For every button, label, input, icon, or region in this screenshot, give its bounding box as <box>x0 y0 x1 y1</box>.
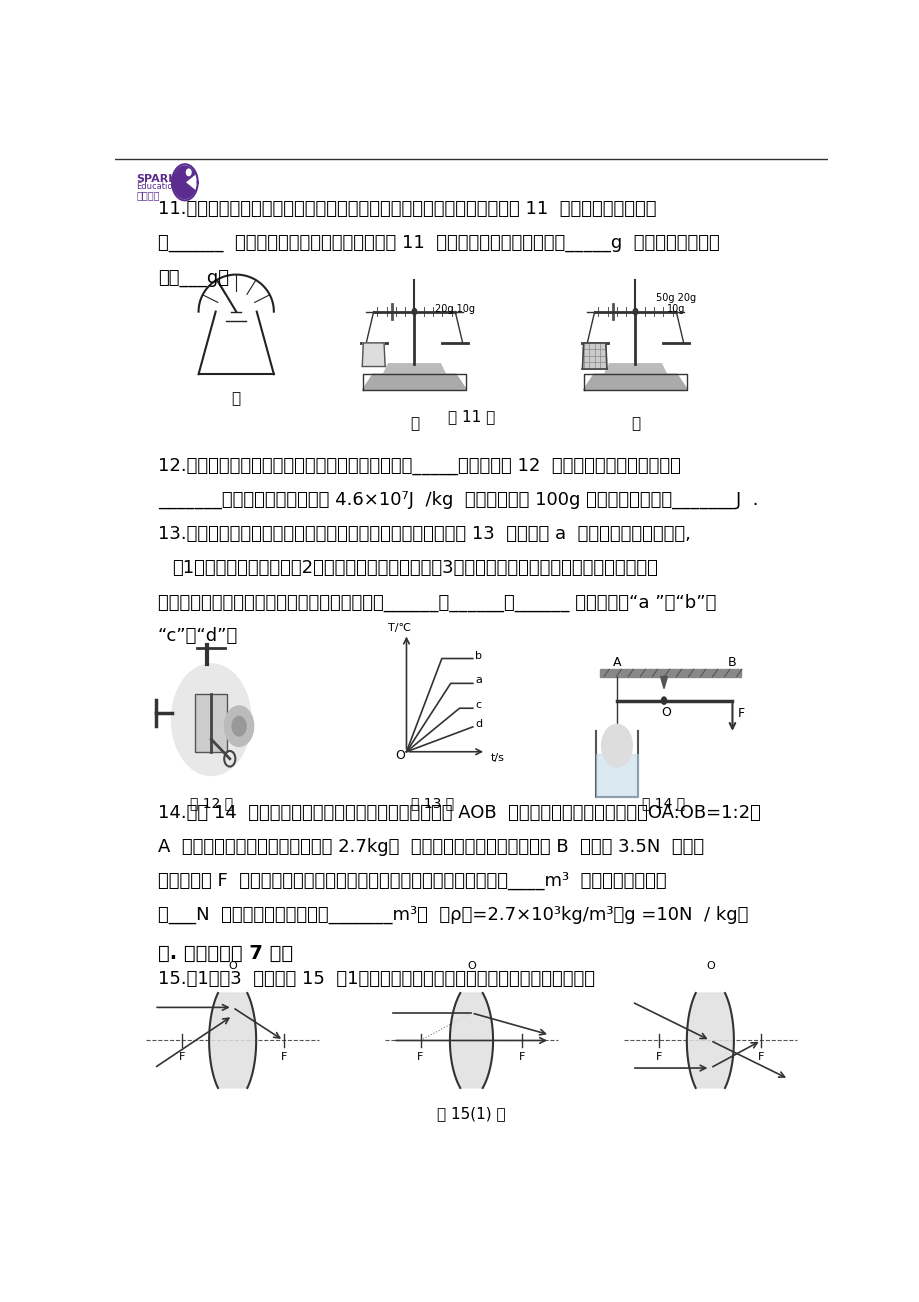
Bar <box>595 754 638 797</box>
Circle shape <box>225 707 253 746</box>
Text: 题 14 图: 题 14 图 <box>641 796 685 810</box>
Circle shape <box>661 697 666 704</box>
Text: 11.小王把天平放在水平台上，将游码拨到零刻度处后，指针静止时出现题 11  图甲的清形，此时应: 11.小王把天平放在水平台上，将游码拨到零刻度处后，指针静止时出现题 11 图甲… <box>158 201 655 219</box>
Text: F: F <box>280 1052 287 1061</box>
Circle shape <box>632 309 637 315</box>
Text: 甲: 甲 <box>232 391 241 406</box>
Polygon shape <box>449 993 493 1088</box>
Text: b: b <box>474 651 482 660</box>
Text: （1）仅增加水的质量；（2）仅增大液面大气压强；（3）既增加水的质量，同时减小液面大气压强: （1）仅增加水的质量；（2）仅增大液面大气压强；（3）既增加水的质量，同时减小液… <box>172 560 657 577</box>
Polygon shape <box>604 363 666 374</box>
Text: 20g 10g: 20g 10g <box>435 305 475 314</box>
Bar <box>195 694 227 753</box>
Text: 量是___g。: 量是___g。 <box>158 268 229 286</box>
Text: 丙: 丙 <box>630 415 640 431</box>
Polygon shape <box>583 374 686 389</box>
Polygon shape <box>362 342 385 366</box>
Polygon shape <box>362 374 466 389</box>
Text: 为___N  ，铝球空心部分体积为_______m³。  （ρ铝=2.7×10³kg/m³，g =10N  / kg）: 为___N ，铝球空心部分体积为_______m³。 （ρ铝=2.7×10³kg… <box>158 906 747 924</box>
Text: F: F <box>737 707 743 720</box>
Text: 题 11 图: 题 11 图 <box>448 409 494 424</box>
Polygon shape <box>383 363 445 374</box>
Text: O: O <box>705 961 714 971</box>
Text: _______冲程已知汽油的热値为 4.6×10⁷J  /kg  ，则完全燃烧 100g 汽油放出的热量为_______J  .: _______冲程已知汽油的热値为 4.6×10⁷J /kg ，则完全燃烧 10… <box>158 491 757 509</box>
Text: F: F <box>178 1052 185 1061</box>
Text: 向下的拉力 F  时，杆杆恰好在水平位置平衡。则铝球实心部分的体积为____m³  ，铝球受到的浮力: 向下的拉力 F 时，杆杆恰好在水平位置平衡。则铝球实心部分的体积为____m³ … <box>158 872 665 891</box>
Text: F: F <box>417 1052 424 1061</box>
Text: 15.（1）（3  分）如题 15  （1）图所示，请画出入射或折射光线，使光路完整。: 15.（1）（3 分）如题 15 （1）图所示，请画出入射或折射光线，使光路完整… <box>158 970 595 988</box>
Polygon shape <box>660 677 666 689</box>
Text: 13.用同一热源给一定质量的水加热，其温度与时间的关系如题 13  图中图线 a  所示，若其它条件不变,: 13.用同一热源给一定质量的水加热，其温度与时间的关系如题 13 图中图线 a … <box>158 525 690 543</box>
Text: “c”或“d”）: “c”或“d”） <box>158 628 238 646</box>
Text: F: F <box>655 1052 662 1061</box>
Text: 向______  调平衡螺母，使天平横梁平衡由题 11  图乙、丙可知烧杯的质量为_____g  ，烧杯中液体的质: 向______ 调平衡螺母，使天平横梁平衡由题 11 图乙、丙可知烧杯的质量为_… <box>158 234 719 253</box>
Text: O: O <box>661 706 670 719</box>
Text: 题 15(1) 图: 题 15(1) 图 <box>437 1107 505 1121</box>
Text: 50g 20g
10g: 50g 20g 10g <box>655 293 696 314</box>
Text: d: d <box>474 719 482 729</box>
Text: SPARK: SPARK <box>136 174 177 185</box>
Circle shape <box>412 309 416 315</box>
Polygon shape <box>599 669 740 677</box>
Text: c: c <box>474 700 481 710</box>
Text: 三. 作图题（共 7 分）: 三. 作图题（共 7 分） <box>158 944 292 963</box>
Text: F: F <box>757 1052 764 1061</box>
Polygon shape <box>209 993 255 1088</box>
Text: 12.在汽油机的四个冲程中，机械能转化为内能的是_____冲程。如题 12  图所示汽油机正在进行的是: 12.在汽油机的四个冲程中，机械能转化为内能的是_____冲程。如题 12 图所… <box>158 457 680 475</box>
Polygon shape <box>686 993 733 1088</box>
Text: T/℃: T/℃ <box>388 622 411 633</box>
Text: Education: Education <box>136 182 178 191</box>
Polygon shape <box>173 167 195 198</box>
Circle shape <box>172 664 250 775</box>
Text: F: F <box>518 1052 525 1061</box>
Text: 乙: 乙 <box>410 415 418 431</box>
Polygon shape <box>582 342 607 368</box>
Text: B: B <box>727 656 736 669</box>
Circle shape <box>232 716 245 736</box>
Text: O: O <box>228 961 237 971</box>
Text: t/s: t/s <box>490 753 504 763</box>
Text: 题 12 图: 题 12 图 <box>189 796 233 810</box>
Text: A  端用细线挂一空心铝球，质量为 2.7kg。  当铝球一半体积浸在水中，在 B  端施加 3.5N  的竖直: A 端用细线挂一空心铝球，质量为 2.7kg。 当铝球一半体积浸在水中，在 B … <box>158 838 703 855</box>
Text: O: O <box>467 961 475 971</box>
Text: 则三种情况中，温度与时间的关系图线分别对应______，______和______ （选填图中“a ”、“b”、: 则三种情况中，温度与时间的关系图线分别对应______，______和_____… <box>158 594 715 612</box>
Circle shape <box>601 725 631 767</box>
Text: 星火教育: 星火教育 <box>136 190 160 201</box>
Text: O: O <box>394 749 404 762</box>
Text: 14.如题 14  图是某装置利用浮力进行自动控制的原理图 AOB  为一杆杆（质量忽略不计），OA:OB=1:2。: 14.如题 14 图是某装置利用浮力进行自动控制的原理图 AOB 为一杆杆（质量… <box>158 803 760 822</box>
Text: A: A <box>612 656 620 669</box>
Circle shape <box>187 169 191 176</box>
Text: a: a <box>474 676 482 685</box>
Text: 题 13 图: 题 13 图 <box>410 796 453 810</box>
